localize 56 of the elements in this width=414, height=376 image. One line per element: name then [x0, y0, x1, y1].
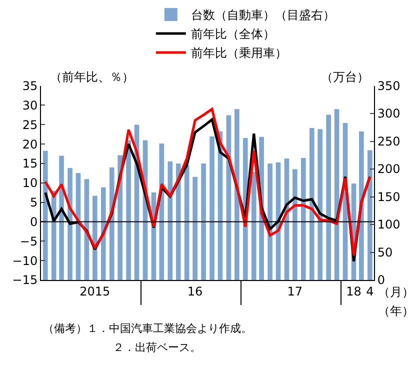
- y-tick-label: 25: [22, 118, 38, 132]
- y-tick-label: −5: [20, 234, 38, 248]
- bar: [292, 169, 298, 280]
- y-tick-label: 20: [22, 137, 38, 152]
- x-tick-label: 17: [287, 284, 303, 298]
- bar: [126, 140, 131, 280]
- y-tick-label: 5: [30, 196, 38, 210]
- y2-tick-label: 150: [377, 190, 400, 204]
- y2-tick-label: 350: [377, 79, 400, 93]
- y-tick-label: 10: [22, 176, 38, 190]
- y-tick-label: −15: [12, 273, 38, 288]
- bar: [184, 165, 190, 280]
- bar: [68, 168, 72, 280]
- y-tick-label: 0: [30, 214, 38, 229]
- y-tick-label: 15: [22, 156, 38, 171]
- bar: [92, 196, 98, 280]
- y2-tick-label: 250: [377, 134, 400, 148]
- bar: [100, 187, 106, 280]
- x-tick-label: 18: [346, 284, 362, 298]
- y-tick-label: 30: [22, 98, 38, 112]
- bar: [367, 150, 372, 280]
- bar: [176, 164, 181, 280]
- y-tick-label: −10: [12, 254, 38, 268]
- bar: [359, 131, 364, 280]
- bar: [318, 129, 323, 280]
- legend-label: 前年比（乗用車）: [190, 46, 287, 60]
- y2-tick-label: 0: [377, 273, 386, 288]
- bar: [42, 150, 48, 280]
- bar: [300, 158, 306, 280]
- bar: [210, 136, 214, 280]
- bar: [192, 176, 198, 280]
- text: （年）: [378, 304, 414, 318]
- y2-axis-title: （万台）: [321, 70, 369, 84]
- legend-label: 台数（自動車）（目盛右）: [190, 8, 335, 22]
- bar: [309, 128, 314, 280]
- y2-tick-label: 100: [377, 218, 400, 232]
- y2-tick-label: 50: [377, 245, 393, 260]
- bar: [234, 109, 240, 280]
- text: （備考）１．中国汽車工業協会より作成。: [43, 322, 252, 335]
- bar: [201, 164, 206, 280]
- bar: [251, 172, 256, 280]
- text: ２．出荷ベース。: [113, 341, 201, 354]
- y2-tick-label: 300: [377, 106, 400, 121]
- x-tick-label: 4: [366, 284, 374, 298]
- text: （月）: [378, 285, 414, 299]
- bar: [268, 164, 272, 280]
- bar: [326, 114, 331, 280]
- y2-tick-label: 200: [377, 162, 400, 176]
- y-axis-title: （前年比、％）: [50, 70, 134, 84]
- x-tick-label: 2015: [80, 284, 110, 298]
- y-tick-label: 35: [22, 79, 38, 93]
- bar: [168, 161, 173, 280]
- bar: [109, 167, 114, 280]
- legend-label: 前年比（全体）: [190, 27, 275, 42]
- bar: [59, 156, 64, 280]
- x-tick-label: 16: [187, 284, 203, 298]
